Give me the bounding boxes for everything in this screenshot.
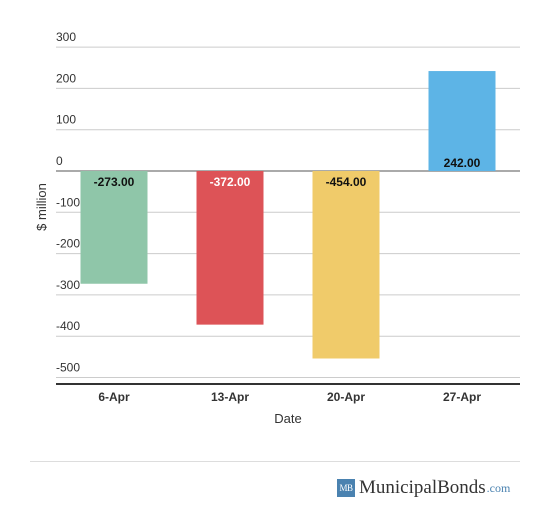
brand-name: MunicipalBonds xyxy=(359,477,486,498)
brand-mark-icon: MB xyxy=(337,479,355,497)
y-tick-label: 300 xyxy=(56,30,76,44)
data-label: -273.00 xyxy=(94,175,135,189)
bar-20-apr xyxy=(312,171,380,359)
y-tick-label: -300 xyxy=(56,278,80,292)
y-tick-label: -200 xyxy=(56,237,80,251)
bar-27-apr xyxy=(428,71,496,171)
bar-6-apr xyxy=(80,171,148,284)
brand-suffix: .com xyxy=(486,480,511,495)
footer-divider xyxy=(30,461,520,462)
y-tick-label: 0 xyxy=(56,154,63,168)
x-tick-label: 13-Apr xyxy=(211,390,249,404)
data-label: -454.00 xyxy=(326,175,367,189)
data-label: 242.00 xyxy=(444,156,481,170)
x-axis-ticks: 6-Apr 13-Apr 20-Apr 27-Apr xyxy=(98,390,481,404)
x-axis-title: Date xyxy=(274,411,301,426)
data-label: -372.00 xyxy=(210,175,251,189)
y-tick-label: -500 xyxy=(56,361,80,375)
brand-logo[interactable]: MB MunicipalBonds .com xyxy=(337,477,510,499)
y-tick-label: 100 xyxy=(56,113,76,127)
bars xyxy=(80,71,496,359)
y-tick-label: 200 xyxy=(56,71,76,85)
data-labels: -273.00 -372.00 -454.00 242.00 xyxy=(94,156,481,189)
bar-13-apr xyxy=(196,171,264,325)
y-tick-label: -400 xyxy=(56,319,80,333)
bar-chart: 300 200 100 0 -100 -200 -300 -400 -500 -273.00 -3… xyxy=(34,30,520,426)
y-axis-title: $ million xyxy=(34,183,49,231)
x-tick-label: 27-Apr xyxy=(443,390,481,404)
x-tick-label: 6-Apr xyxy=(98,390,130,404)
y-axis-ticks: 300 200 100 0 -100 -200 -300 -400 -500 xyxy=(56,30,80,374)
y-tick-label: -100 xyxy=(56,195,80,209)
x-tick-label: 20-Apr xyxy=(327,390,365,404)
